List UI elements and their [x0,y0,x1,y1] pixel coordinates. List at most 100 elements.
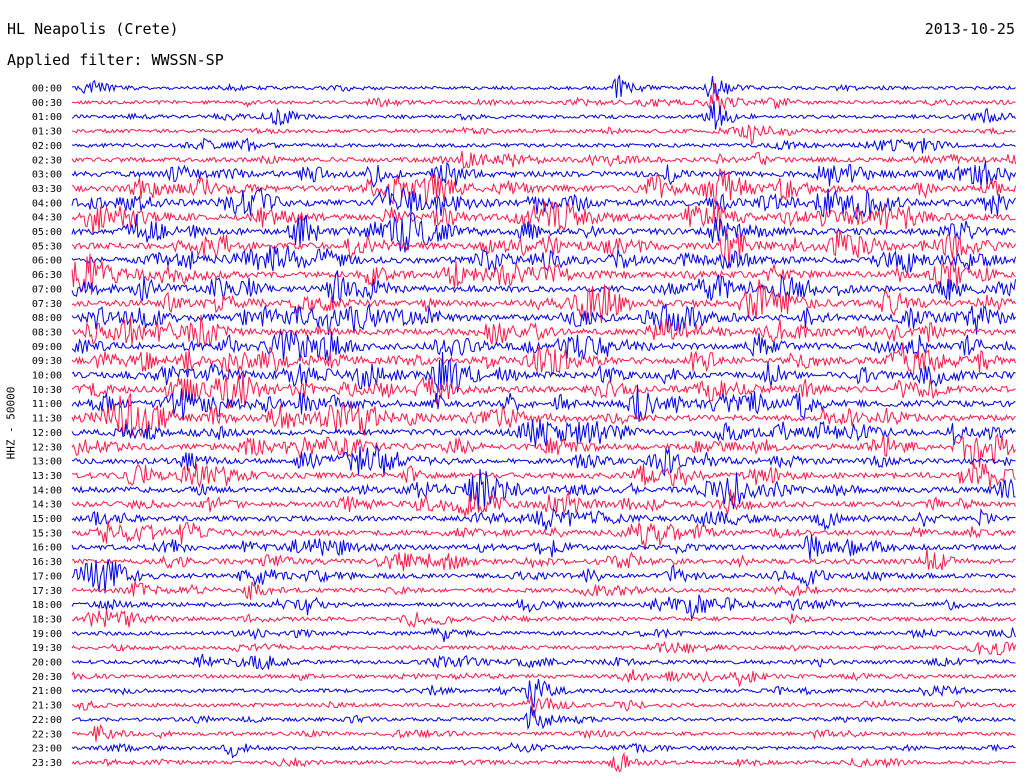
time-tick-label: 20:00 [32,658,62,669]
time-tick-label: 21:30 [32,701,62,712]
trace-row [71,151,1016,169]
trace-row [71,82,1016,115]
trace-row [71,351,1016,393]
trace-row [71,462,1016,489]
trace-row [71,160,1016,188]
time-tick-label: 02:00 [32,141,62,152]
trace-row [71,508,1016,532]
time-tick-label: 09:00 [32,342,62,353]
time-tick-label: 19:00 [32,629,62,640]
time-tick-label: 14:30 [32,500,62,511]
time-tick-label: 09:30 [32,356,62,367]
trace-row [71,303,1016,335]
time-tick-label: 20:30 [32,672,62,683]
trace-layer [71,74,1016,773]
time-tick-label: 17:00 [32,571,62,582]
time-tick-label: 16:00 [32,543,62,554]
time-tick-label: 22:30 [32,729,62,740]
trace-row [71,724,1016,742]
time-tick-label: 23:00 [32,744,62,755]
time-tick-label: 05:30 [32,241,62,252]
time-tick-label: 15:00 [32,514,62,525]
trace-row [71,279,1016,324]
trace-row [71,626,1016,643]
trace-row [71,520,1016,550]
time-tick-label: 05:00 [32,227,62,238]
time-tick-label: 06:30 [32,270,62,281]
time-tick-label: 08:30 [32,327,62,338]
trace-row [71,695,1016,718]
trace-row [71,679,1016,708]
time-tick-label: 21:00 [32,686,62,697]
trace-row [71,384,1016,422]
trace-row [71,419,1016,447]
trace-row [71,548,1016,572]
time-tick-label: 22:00 [32,715,62,726]
time-tick-label: 16:30 [32,557,62,568]
trace-row [71,669,1016,687]
time-tick-label: 00:00 [32,84,62,95]
trace-row [71,253,1016,295]
trace-row [71,270,1016,304]
trace-row [71,330,1016,362]
time-tick-label: 13:30 [32,471,62,482]
date-label: 2013-10-25 [924,20,1015,38]
time-tick-label: 07:30 [32,299,62,310]
time-tick-label: 10:30 [32,385,62,396]
trace-row [71,751,1016,773]
time-tick-label: 18:30 [32,614,62,625]
time-tick-label: 11:00 [32,399,62,410]
trace-row [71,137,1016,154]
time-tick-label: 08:00 [32,313,62,324]
time-tick-label: 19:30 [32,643,62,654]
time-tick-label: 01:30 [32,127,62,138]
trace-row [71,641,1016,656]
trace-row [71,594,1016,620]
trace-row [71,653,1016,671]
time-tick-label: 12:00 [32,428,62,439]
time-tick-label: 13:00 [32,457,62,468]
trace-row [71,468,1016,510]
trace-row [71,245,1016,276]
time-tick-label: 03:30 [32,184,62,195]
time-tick-label: 01:00 [32,112,62,123]
time-tick-label: 12:30 [32,442,62,453]
trace-row [71,559,1016,594]
trace-row [71,444,1016,477]
trace-row [71,185,1016,221]
time-tick-label: 02:30 [32,155,62,166]
time-tick-label: 14:00 [32,485,62,496]
time-tick-label: 15:30 [32,528,62,539]
trace-row [71,392,1016,438]
station-title: HL Neapolis (Crete) [7,20,179,38]
time-tick-label: 00:30 [32,98,62,109]
time-tick-label: 03:00 [32,170,62,181]
time-tick-label: 04:00 [32,198,62,209]
trace-row [71,229,1016,269]
trace-row [71,342,1016,378]
time-tick-label: 04:30 [32,213,62,224]
time-tick-label: 18:00 [32,600,62,611]
trace-row [71,741,1016,759]
time-tick-layer: 00:00 00:30 01:00 01:30 02:00 02:30 03:00 03:30… [32,84,62,769]
trace-row [71,534,1016,560]
trace-row [71,705,1016,731]
trace-row [71,489,1016,517]
time-tick-label: 17:30 [32,586,62,597]
time-tick-label: 07:00 [32,284,62,295]
trace-row [71,432,1016,468]
trace-row [71,74,1016,100]
trace-row [71,581,1016,600]
time-tick-label: 06:00 [32,256,62,267]
trace-row [71,212,1016,253]
trace-row [71,609,1016,629]
trace-row [71,124,1016,146]
time-tick-label: 10:00 [32,371,62,382]
time-tick-label: 11:30 [32,414,62,425]
time-tick-label: 23:30 [32,758,62,769]
trace-row [71,100,1016,130]
trace-row [71,314,1016,349]
trace-row [72,167,1016,206]
filter-label: Applied filter: WWSSN-SP [7,51,224,69]
